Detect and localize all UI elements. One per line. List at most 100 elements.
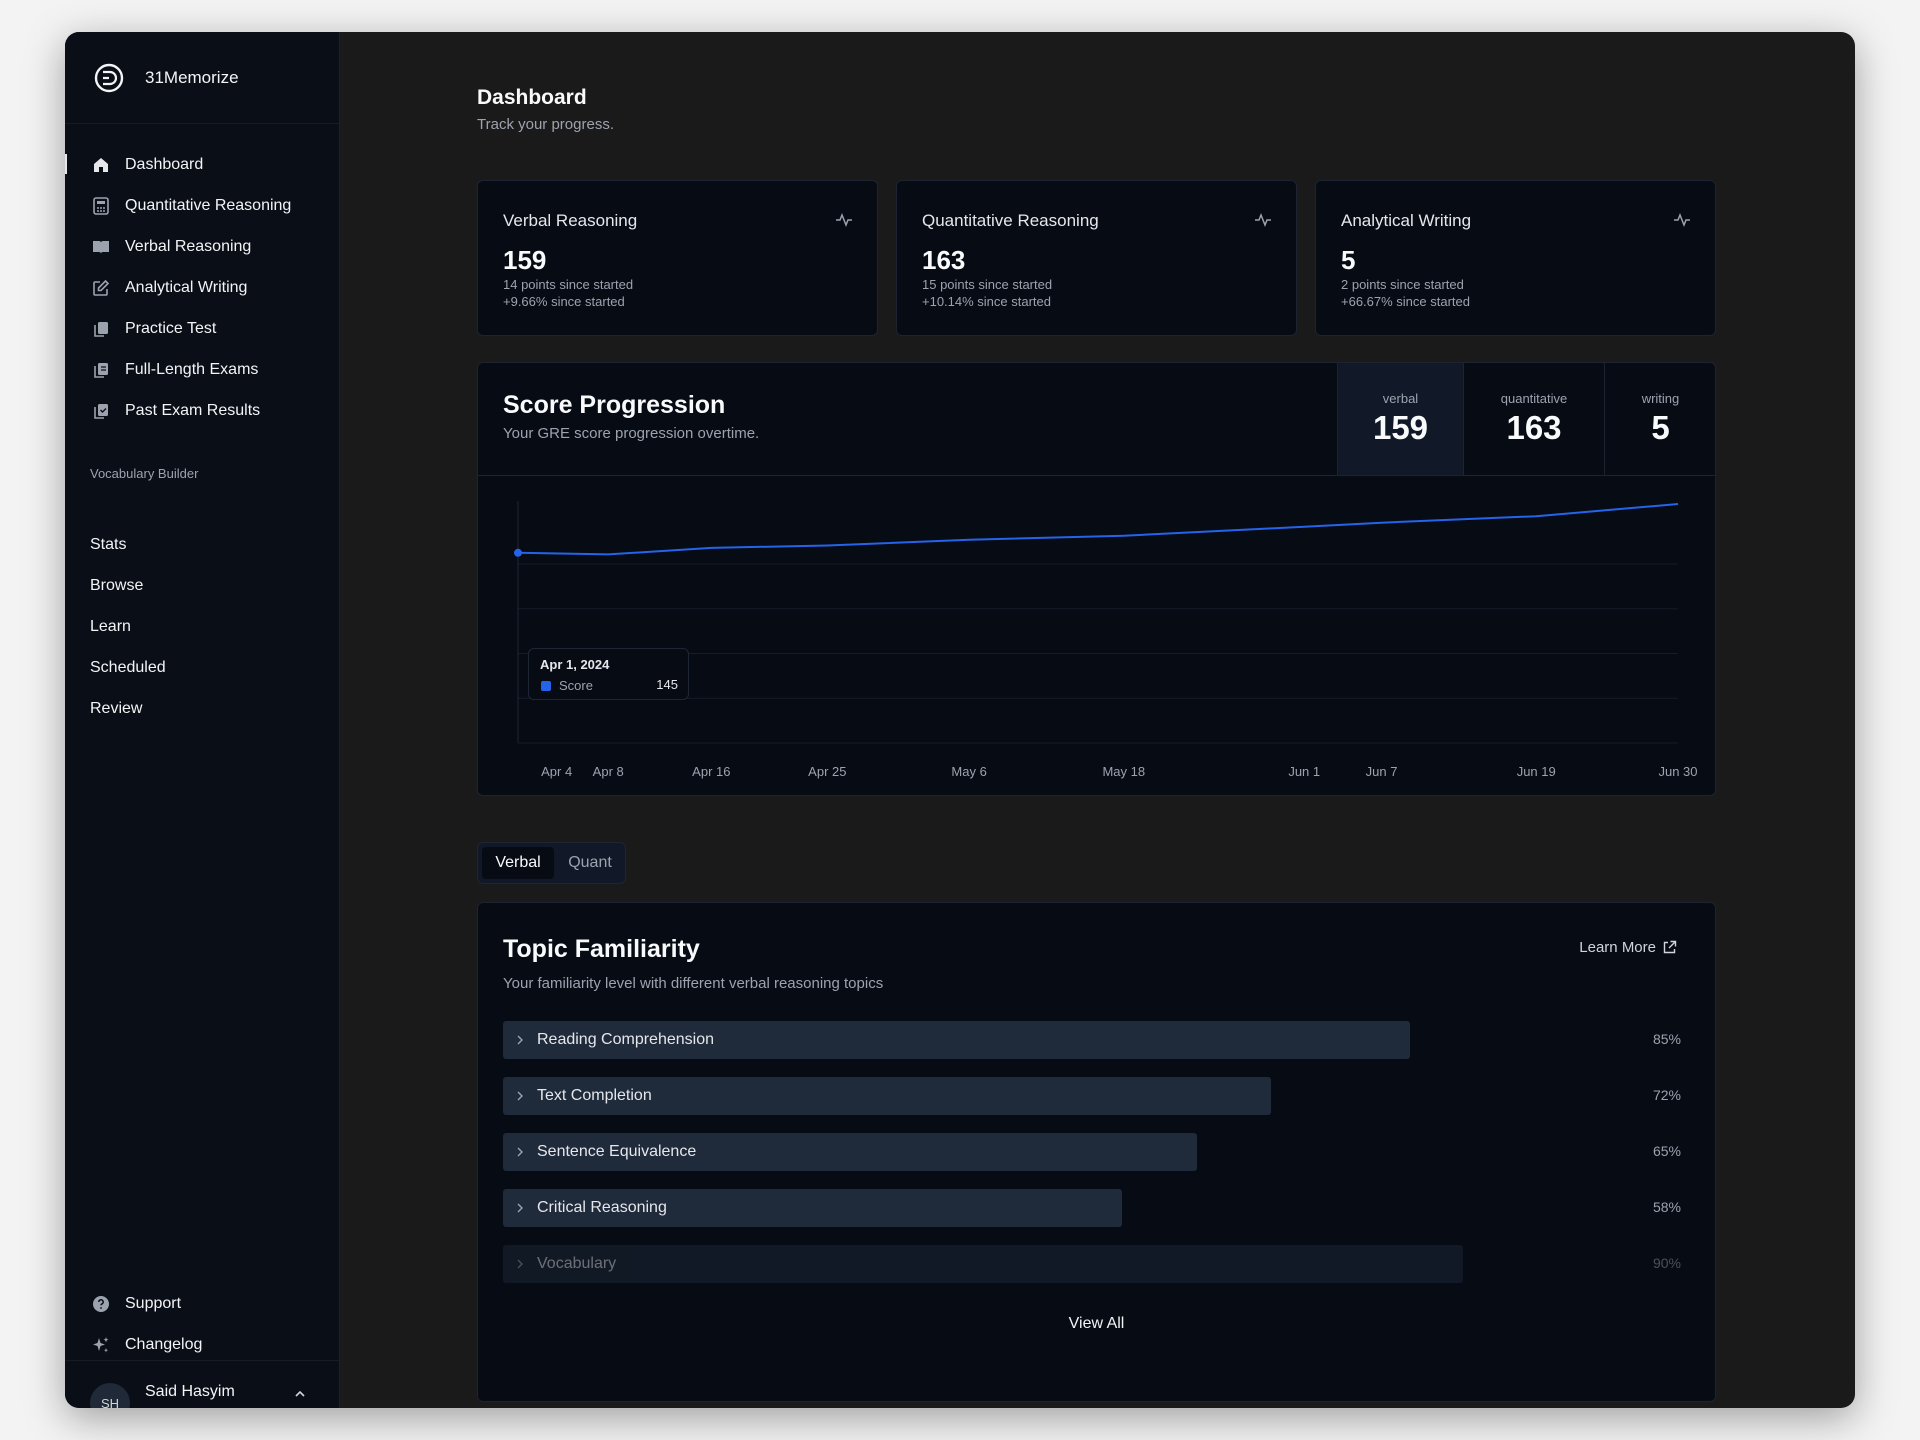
vocab-item-stats[interactable]: Stats xyxy=(90,535,127,553)
x-tick-label: Apr 25 xyxy=(808,764,846,779)
score-tab-quantitative[interactable]: quantitative 163 xyxy=(1463,363,1604,475)
topic-percent: 58% xyxy=(1652,1199,1681,1215)
nav-item-quantitative[interactable]: Quantitative Reasoning xyxy=(65,185,339,226)
chevron-right-icon xyxy=(517,1091,523,1101)
activity-icon xyxy=(836,212,852,228)
vocab-item-scheduled[interactable]: Scheduled xyxy=(90,658,166,676)
x-tick-label: Apr 16 xyxy=(692,764,730,779)
topic-row[interactable]: Critical Reasoning xyxy=(503,1189,1122,1227)
bottom-nav: Support Changelog xyxy=(65,1283,339,1365)
chevron-up-icon xyxy=(295,1390,305,1397)
x-tick-label: Apr 4 xyxy=(541,764,572,779)
topic-label: Sentence Equivalence xyxy=(537,1143,697,1160)
tab-verbal[interactable]: Verbal xyxy=(482,847,554,879)
score-tab-verbal[interactable]: verbal 159 xyxy=(1337,363,1463,475)
nav-item-dashboard[interactable]: Dashboard xyxy=(65,144,339,185)
stat-card-writing: Analytical Writing 5 2 points since star… xyxy=(1315,180,1716,336)
nav-label: Verbal Reasoning xyxy=(125,237,252,255)
activity-icon xyxy=(1674,212,1690,228)
topic-label: Critical Reasoning xyxy=(537,1199,667,1216)
x-tick-label: Jun 1 xyxy=(1288,764,1320,779)
app-window: 31Memorize Dashboard Quantitative Reason… xyxy=(65,32,1855,1408)
page-title: Dashboard xyxy=(477,86,587,109)
stat-delta-points: 2 points since started xyxy=(1341,277,1464,292)
nav-item-changelog[interactable]: Changelog xyxy=(65,1324,339,1365)
topic-percent: 65% xyxy=(1652,1143,1681,1159)
nav-label: Past Exam Results xyxy=(125,401,261,419)
tooltip-series-label: Score xyxy=(559,678,593,693)
learn-more-link[interactable]: Learn More xyxy=(1579,939,1677,956)
main-content: Dashboard Track your progress. Verbal Re… xyxy=(340,32,1855,1408)
score-value: 159 xyxy=(1372,409,1429,446)
x-tick-label: May 18 xyxy=(1102,764,1145,779)
learn-more-label: Learn More xyxy=(1579,939,1656,956)
nav-item-verbal[interactable]: Verbal Reasoning xyxy=(65,226,339,267)
stat-card-quantitative: Quantitative Reasoning 163 15 points sin… xyxy=(896,180,1297,336)
nav-label: Quantitative Reasoning xyxy=(125,196,292,214)
stat-delta-points: 14 points since started xyxy=(503,277,634,292)
nav-item-support[interactable]: Support xyxy=(65,1283,339,1324)
stat-value: 5 xyxy=(1341,245,1356,275)
tooltip-date: Apr 1, 2024 xyxy=(540,657,610,672)
external-link-icon xyxy=(1663,940,1677,954)
x-tick-label: May 6 xyxy=(951,764,986,779)
stat-card-verbal: Verbal Reasoning 159 14 points since sta… xyxy=(477,180,878,336)
help-circle-icon xyxy=(91,1294,111,1314)
score-progression-card: Score Progression Your GRE score progres… xyxy=(477,362,1716,796)
chevron-right-icon xyxy=(517,1147,523,1157)
topic-row[interactable]: Reading Comprehension xyxy=(503,1021,1410,1059)
user-menu[interactable]: SH Said Hasyim xyxy=(65,1360,339,1408)
topic-familiarity-title: Topic Familiarity xyxy=(503,935,700,963)
chart-series xyxy=(514,503,1679,557)
vocab-item-review[interactable]: Review xyxy=(90,699,143,717)
score-tab-writing[interactable]: writing 5 xyxy=(1604,363,1716,475)
nav-label: Dashboard xyxy=(125,155,204,173)
home-icon xyxy=(91,155,111,175)
chevron-right-icon xyxy=(517,1203,523,1213)
score-key: verbal xyxy=(1382,391,1419,406)
nav-item-analytical[interactable]: Analytical Writing xyxy=(65,267,339,308)
topic-row[interactable]: Sentence Equivalence xyxy=(503,1133,1197,1171)
stat-value: 163 xyxy=(922,245,966,275)
calculator-icon xyxy=(91,196,111,216)
nav-label: Support xyxy=(125,1294,182,1312)
topic-row[interactable]: Vocabulary xyxy=(503,1245,1463,1283)
main-nav: Dashboard Quantitative Reasoning Verbal … xyxy=(65,144,339,431)
score-progression-subtitle: Your GRE score progression overtime. xyxy=(503,425,760,442)
x-axis-ticks: Apr 4 Apr 8 Apr 16 Apr 25 May 6 May 18 Jun 1 Ju… xyxy=(541,764,1697,779)
topic-row[interactable]: Text Completion xyxy=(503,1077,1271,1115)
activity-icon xyxy=(1255,212,1271,228)
chart-grid xyxy=(517,501,1678,744)
x-tick-label: Apr 8 xyxy=(593,764,624,779)
vocab-item-learn[interactable]: Learn xyxy=(90,617,131,635)
stat-delta-pct: +9.66% since started xyxy=(503,294,625,309)
series-swatch xyxy=(541,681,551,691)
score-line-chart: Apr 4 Apr 8 Apr 16 Apr 25 May 6 May 18 Jun 1 Ju… xyxy=(514,501,1698,779)
nav-item-full-length-exams[interactable]: Full-Length Exams xyxy=(65,349,339,390)
view-all-button[interactable]: View All xyxy=(1068,1315,1125,1332)
nav-item-past-exam-results[interactable]: Past Exam Results xyxy=(65,390,339,431)
x-tick-label: Jun 30 xyxy=(1658,764,1697,779)
app-name: 31Memorize xyxy=(145,67,239,87)
topic-familiarity-card: Topic Familiarity Your familiarity level… xyxy=(477,902,1716,1402)
vocab-item-browse[interactable]: Browse xyxy=(90,576,144,594)
tab-quant[interactable]: Quant xyxy=(568,854,612,871)
stat-delta-pct: +10.14% since started xyxy=(922,294,1051,309)
chevron-right-icon xyxy=(517,1259,523,1269)
edit-icon xyxy=(91,278,111,298)
topic-label: Reading Comprehension xyxy=(537,1031,714,1048)
topic-label: Text Completion xyxy=(537,1087,652,1104)
nav-item-practice-test[interactable]: Practice Test xyxy=(65,308,339,349)
user-name: Said Hasyim xyxy=(145,1383,235,1400)
series-line-score xyxy=(517,503,1679,556)
subject-tabs: Verbal Quant xyxy=(477,842,626,884)
book-open-icon xyxy=(91,237,111,257)
logo-icon xyxy=(94,63,124,92)
stat-label: Analytical Writing xyxy=(1341,211,1472,230)
brand[interactable]: 31Memorize xyxy=(65,32,339,124)
stat-label: Verbal Reasoning xyxy=(503,211,638,230)
copy-check-icon xyxy=(91,401,111,421)
chart-tooltip: Apr 1, 2024 Score 145 xyxy=(528,648,689,700)
sparkles-icon xyxy=(91,1335,111,1355)
topic-percent: 85% xyxy=(1652,1031,1681,1047)
